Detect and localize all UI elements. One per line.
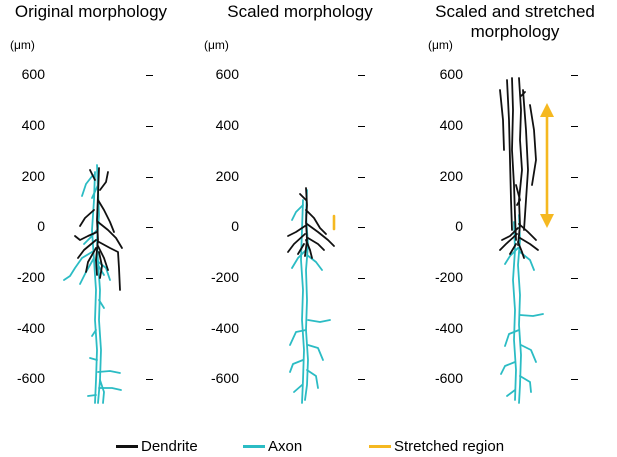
- right-tick-mark: [358, 177, 365, 178]
- panel-2-dendrite: [287, 187, 335, 259]
- panel-1-tick-label: -600: [16, 370, 45, 386]
- legend-swatch-stretched-region: [369, 444, 391, 448]
- legend-swatch-axon: [243, 444, 265, 448]
- panel-1-tick-label: -400: [16, 320, 45, 336]
- panel-1-title-line-1: Original morphology: [14, 2, 168, 21]
- panel-3-tick-label: 600: [439, 66, 463, 82]
- panel-2-tick-label: -600: [210, 370, 239, 386]
- right-tick-mark: [358, 227, 365, 228]
- right-tick-mark: [146, 278, 153, 279]
- right-tick-mark: [358, 126, 365, 127]
- panel-1-title: Original morphology: [0, 2, 182, 22]
- panel-3-tick-label: -200: [434, 269, 463, 285]
- panel-3-dendrite: [499, 77, 539, 259]
- right-tick-mark: [571, 227, 578, 228]
- right-tick-mark: [571, 126, 578, 127]
- panel-2-tick-label: 600: [215, 66, 239, 82]
- right-tick-mark: [358, 379, 365, 380]
- right-tick-mark: [358, 278, 365, 279]
- panel-2-title: Scaled morphology: [200, 2, 400, 22]
- panel-3-tick-label: 0: [455, 218, 463, 234]
- panel-2-tick-label: -200: [210, 269, 239, 285]
- panel-3-axon: [500, 214, 544, 404]
- panel-3-tick-label: 400: [439, 117, 463, 133]
- panel-2-tick-label: -400: [210, 320, 239, 336]
- right-tick-mark: [146, 227, 153, 228]
- right-tick-mark: [571, 329, 578, 330]
- panel-1-tick-label: 600: [21, 66, 45, 82]
- panel-1-axon: [63, 164, 122, 404]
- right-tick-mark: [146, 126, 153, 127]
- panel-2-unit: (μm): [204, 38, 229, 52]
- panel-2-axon: [289, 189, 331, 404]
- right-tick-mark: [571, 278, 578, 279]
- panel-2-tick-label: 200: [215, 168, 239, 184]
- panel-1-tick-label: 400: [21, 117, 45, 133]
- right-tick-mark: [571, 75, 578, 76]
- panel-2-tick-label: 400: [215, 117, 239, 133]
- panel-3-tick-label: -400: [434, 320, 463, 336]
- legend: Dendrite Axon Stretched region: [0, 438, 617, 456]
- panel-1-dendrite: [74, 167, 123, 291]
- right-tick-mark: [146, 75, 153, 76]
- right-tick-mark: [571, 177, 578, 178]
- panel-3-stretched-region-arrow: [540, 103, 554, 228]
- right-tick-mark: [146, 379, 153, 380]
- right-tick-mark: [146, 177, 153, 178]
- legend-label-axon: Axon: [268, 438, 303, 455]
- panel-1-unit: (μm): [10, 38, 35, 52]
- panel-1-tick-label: -200: [16, 269, 45, 285]
- right-tick-mark: [358, 329, 365, 330]
- legend-label-dendrite: Dendrite: [141, 438, 198, 455]
- panel-3-tick-label: -600: [434, 370, 463, 386]
- panel-3-tick-label: 200: [439, 168, 463, 184]
- panel-1-tick-label: 0: [37, 218, 45, 234]
- right-tick-mark: [571, 379, 578, 380]
- panel-3-title: Scaled and stretched morphology: [415, 2, 615, 42]
- panel-3-title-line-1: Scaled and stretched: [435, 2, 595, 21]
- panel-1-tick-label: 200: [21, 168, 45, 184]
- legend-swatch-dendrite: [116, 444, 138, 448]
- panel-2-title-line-1: Scaled morphology: [227, 2, 373, 21]
- legend-label-stretched-region: Stretched region: [394, 438, 505, 455]
- right-tick-mark: [146, 329, 153, 330]
- legend-item-stretched-region: Stretched region: [369, 438, 504, 456]
- legend-item-axon: Axon: [243, 438, 302, 456]
- right-tick-mark: [358, 75, 365, 76]
- panel-3-title-line-2: morphology: [470, 22, 560, 41]
- legend-item-dendrite: Dendrite: [116, 438, 198, 456]
- panel-3-unit: (μm): [428, 38, 453, 52]
- panel-2-tick-label: 0: [231, 218, 239, 234]
